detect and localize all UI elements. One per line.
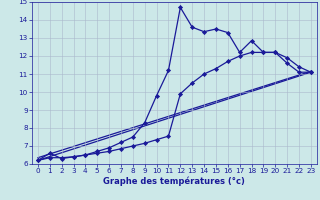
X-axis label: Graphe des températures (°c): Graphe des températures (°c) [103, 177, 245, 186]
